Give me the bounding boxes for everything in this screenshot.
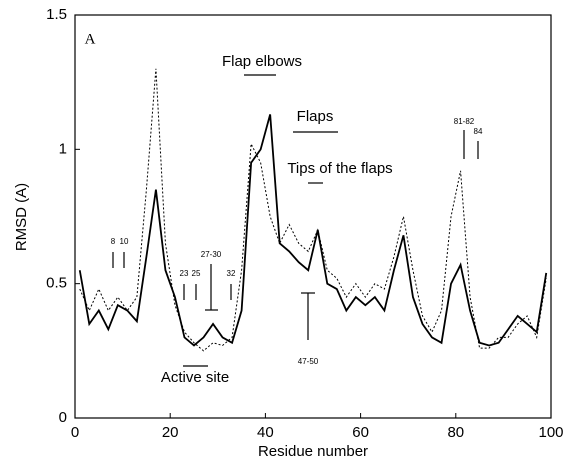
- plot-frame: [74, 14, 552, 419]
- y-tick-label: 0: [59, 409, 67, 426]
- line-series: [78, 114, 548, 347]
- annotation: 32: [227, 269, 236, 278]
- x-tick-label: 100: [538, 424, 563, 441]
- x-axis-label: Residue number: [258, 443, 368, 460]
- y-tick-label: 1.5: [46, 6, 67, 23]
- x-tick-label: 0: [71, 424, 79, 441]
- annotation: Active site: [161, 369, 229, 386]
- annotation: Flaps: [297, 108, 334, 125]
- annotation: 27-30: [201, 250, 222, 259]
- annotation: Flap elbows: [222, 53, 302, 70]
- annotation: Tips of the flaps: [287, 160, 392, 177]
- annotation: 25: [192, 269, 201, 278]
- line-series: [79, 68, 547, 352]
- annotation: 10: [120, 237, 129, 246]
- x-tick-label: 80: [447, 424, 464, 441]
- annotation: 47-50: [298, 357, 319, 366]
- y-tick-label: 0.5: [46, 275, 67, 292]
- x-tick-label: 20: [162, 424, 179, 441]
- y-axis-label: RMSD (A): [13, 183, 30, 251]
- annotation: 23: [180, 269, 189, 278]
- annotation: 84: [474, 127, 483, 136]
- x-tick-label: 40: [257, 424, 274, 441]
- y-tick-label: 1: [59, 140, 67, 157]
- annotation: 81-82: [454, 117, 475, 126]
- annotation: 8: [111, 237, 116, 246]
- x-tick-label: 60: [352, 424, 369, 441]
- annotation: A: [85, 31, 96, 47]
